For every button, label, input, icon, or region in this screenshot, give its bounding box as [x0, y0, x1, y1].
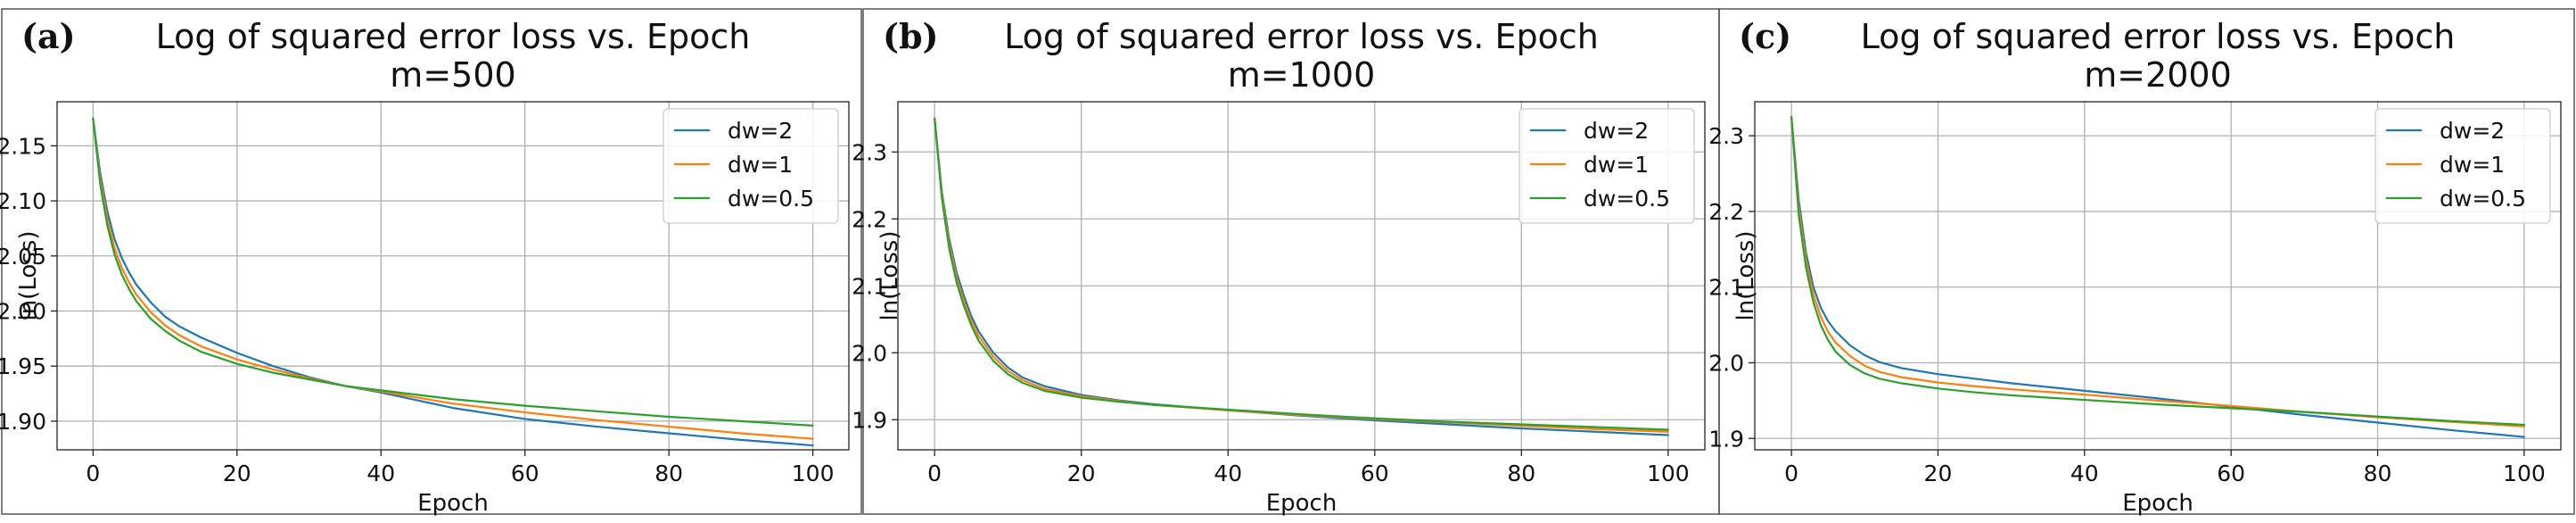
- x-axis-label: Epoch: [2122, 490, 2193, 517]
- legend-entry: dw=0.5: [2440, 186, 2526, 212]
- x-axis-label: Epoch: [1266, 490, 1337, 517]
- legend: [2374, 108, 2551, 224]
- x-tick-label: 60: [1361, 461, 1389, 486]
- series-line-dw-2: [1790, 115, 2526, 438]
- x-tick-label: 40: [2070, 461, 2099, 486]
- x-tick-label: 80: [2364, 461, 2392, 486]
- panel-border: [1, 8, 862, 515]
- y-tick-label: 1.90: [0, 409, 46, 435]
- y-tick-label: 2.1: [852, 273, 887, 299]
- panel-label: (a): [21, 16, 76, 56]
- x-tick-label: 80: [1507, 461, 1535, 486]
- y-tick-label: 2.15: [0, 133, 46, 159]
- y-tick-label: 2.2: [1708, 199, 1744, 225]
- x-tick-label: 60: [2217, 461, 2245, 486]
- legend-entry: dw=0.5: [728, 186, 814, 212]
- x-tick-label: 100: [1647, 461, 1690, 486]
- x-tick-label: 40: [1214, 461, 1242, 486]
- y-axis-label: ln(Loss): [15, 230, 42, 320]
- y-tick-label: 2.10: [0, 188, 46, 214]
- x-axis-label: Epoch: [417, 490, 489, 517]
- panel-label: (c): [1739, 16, 1791, 56]
- series-line-dw-0-5: [1790, 115, 2526, 427]
- chart-title: Log of squared error loss vs. Epoch: [156, 17, 751, 56]
- chart-title: Log of squared error loss vs. Epoch: [1861, 17, 2456, 56]
- x-tick-label: 100: [2503, 461, 2546, 486]
- y-axis-label: ln(Loss): [876, 230, 903, 320]
- series-line-dw-0-5: [92, 117, 814, 427]
- plot-area: [56, 101, 850, 451]
- panel-border: [1718, 8, 2575, 515]
- chart-panel-1: 0 20 40 60 80 100 1.90 1.95 2.00 2.05 2.10 2.15 Epoc…: [0, 8, 862, 517]
- legend-entry: dw=1: [1584, 152, 1649, 178]
- y-tick-label: 2.3: [852, 139, 887, 165]
- y-tick-label: 2.3: [1708, 123, 1744, 149]
- y-tick-label: 2.1: [1708, 275, 1744, 301]
- x-tick-label: 0: [1784, 461, 1798, 486]
- series-line-dw-2: [92, 117, 814, 447]
- y-tick-label: 2.00: [0, 298, 46, 324]
- x-tick-label: 20: [223, 461, 251, 486]
- legend: [663, 108, 839, 224]
- legend-entry: dw=1: [728, 152, 793, 178]
- x-tick-label: 60: [511, 461, 539, 486]
- y-tick-label: 1.9: [852, 407, 887, 433]
- series-line-dw-1: [92, 117, 814, 440]
- chart-panel-3: 0 20 40 60 80 100 1.9 2.0 2.1 2.2 2.3 Epoch ln(Loss)…: [1708, 8, 2575, 517]
- x-tick-label: 20: [1067, 461, 1096, 486]
- chart-subtitle: m=2000: [2084, 55, 2232, 95]
- x-tick-label: 80: [654, 461, 683, 486]
- x-tick-label: 20: [1924, 461, 1953, 486]
- y-tick-label: 2.0: [852, 340, 887, 366]
- chart-title: Log of squared error loss vs. Epoch: [1004, 17, 1599, 56]
- chart-subtitle: m=1000: [1228, 55, 1376, 95]
- legend: [1518, 108, 1695, 224]
- legend-entry: dw=0.5: [1584, 186, 1670, 212]
- plot-area: [897, 101, 1706, 451]
- y-tick-label: 1.9: [1708, 426, 1744, 452]
- series-line-dw-2: [934, 117, 1669, 436]
- x-tick-label: 40: [366, 461, 395, 486]
- chart-panel-2: 0 20 40 60 80 100 1.9 2.0 2.1 2.2 2.3 Epoch ln(Loss)…: [852, 8, 1720, 517]
- series-line-dw-0-5: [934, 117, 1669, 431]
- x-tick-label: 0: [86, 461, 100, 486]
- legend-entry: dw=2: [728, 118, 793, 144]
- y-tick-label: 2.05: [0, 244, 46, 270]
- plot-area: [1754, 101, 2562, 451]
- x-tick-label: 0: [927, 461, 942, 486]
- y-tick-label: 2.0: [1708, 351, 1744, 377]
- chart-subtitle: m=500: [390, 55, 515, 95]
- legend-entry: dw=2: [1584, 118, 1649, 144]
- legend-entry: dw=2: [2440, 118, 2505, 144]
- y-tick-label: 1.95: [0, 353, 46, 379]
- x-tick-label: 100: [792, 461, 835, 486]
- legend-entry: dw=1: [2440, 152, 2505, 178]
- y-axis-label: ln(Loss): [1732, 230, 1759, 320]
- panel-label: (b): [883, 16, 939, 56]
- y-tick-label: 2.2: [852, 206, 887, 232]
